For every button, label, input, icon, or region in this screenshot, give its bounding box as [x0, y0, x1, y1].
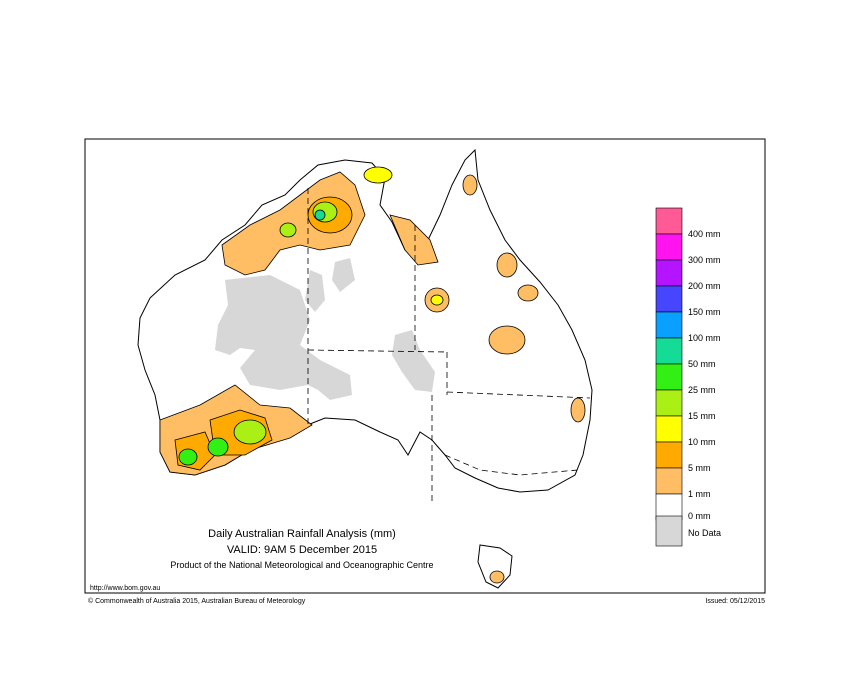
legend-label: 0 mm: [688, 511, 711, 521]
legend-label: No Data: [688, 528, 721, 538]
product-note: Product of the National Meteorological a…: [170, 560, 433, 570]
legend-label: 400 mm: [688, 229, 721, 239]
rain-area: [314, 209, 326, 221]
legend-swatch: [655, 441, 683, 469]
legend-label: 50 mm: [688, 359, 716, 369]
legend-label: 25 mm: [688, 385, 716, 395]
legend-label: 5 mm: [688, 463, 711, 473]
no-data-areas: [215, 258, 435, 400]
no-data-area: [305, 270, 325, 312]
legend-swatch: [655, 363, 683, 391]
rain-area: [430, 294, 444, 306]
rain-area: [489, 570, 505, 584]
no-data-area: [215, 275, 352, 400]
no-data-area: [332, 258, 355, 292]
issued-date: Issued: 05/12/2015: [705, 598, 765, 605]
legend-swatch: [655, 493, 683, 521]
rain-area: [517, 284, 539, 302]
legend-swatch: [655, 467, 683, 495]
legend-swatch: [655, 337, 683, 365]
rain-area: [570, 397, 586, 423]
legend-label: 300 mm: [688, 255, 721, 265]
rain-area: [233, 419, 267, 445]
legend-swatch: [655, 207, 683, 235]
rain-area: [488, 325, 526, 355]
rain-area: [363, 166, 393, 184]
rain-area: [178, 448, 198, 466]
legend-label: 100 mm: [688, 333, 721, 343]
valid-time: VALID: 9AM 5 December 2015: [227, 544, 377, 556]
rain-area: [496, 252, 518, 278]
legend-swatch: [655, 233, 683, 261]
legend-swatch: [655, 515, 683, 547]
rain-areas: [159, 166, 586, 584]
map-title: Daily Australian Rainfall Analysis (mm): [208, 528, 396, 540]
legend-swatch: [655, 285, 683, 313]
state-borders: [307, 188, 591, 505]
source-url: http://www.bom.gov.au: [90, 585, 160, 592]
copyright: © Commonwealth of Australia 2015, Austra…: [88, 597, 306, 605]
legend-label: 10 mm: [688, 437, 716, 447]
state-border: [446, 391, 591, 399]
legend-swatch: [655, 259, 683, 287]
legend-label: 15 mm: [688, 411, 716, 421]
rain-area: [389, 214, 439, 266]
legend: 400 mm 300 mm 200 mm 150 mm 100 mm 50 mm 25 mm…: [655, 207, 721, 547]
legend-swatch: [655, 389, 683, 417]
no-data-area: [392, 330, 435, 392]
legend-label: 200 mm: [688, 281, 721, 291]
rain-area: [207, 437, 229, 457]
legend-swatch: [655, 415, 683, 443]
rain-area: [462, 174, 478, 196]
rain-area: [279, 222, 297, 238]
legend-label: 1 mm: [688, 489, 711, 499]
state-border: [307, 349, 448, 353]
legend-swatch: [655, 311, 683, 339]
legend-label: 150 mm: [688, 307, 721, 317]
